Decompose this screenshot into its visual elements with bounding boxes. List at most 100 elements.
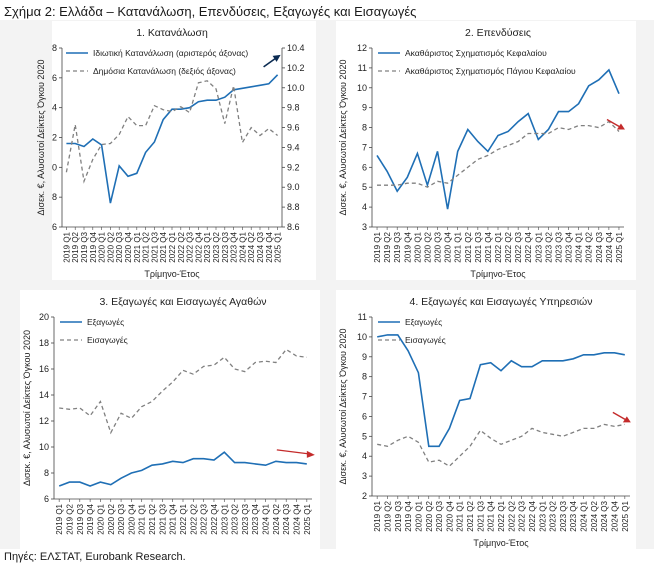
y-tick-label: 9 — [362, 103, 367, 113]
x-tick-label: 2023 Q2 — [549, 500, 558, 531]
y2-tick-label: 10.0 — [287, 83, 305, 93]
y-tick-label: 10 — [357, 83, 367, 93]
x-tick-label: 2023 Q1 — [538, 500, 547, 531]
y-tick-label: 30 — [52, 162, 57, 172]
x-tick-label: 2020 Q3 — [434, 231, 443, 262]
y-tick-label: 6 — [362, 162, 367, 172]
x-tick-label: 2022 Q2 — [507, 500, 516, 531]
x-tick-label: 2020 Q4 — [127, 503, 136, 534]
x-tick-label: 2024 Q1 — [580, 500, 589, 531]
x-tick-label: 2023 Q2 — [212, 231, 221, 262]
x-tick-label: 2023 Q3 — [241, 503, 250, 534]
x-axis-title: Τρίμηνο-Έτος — [473, 538, 529, 548]
x-tick-label: 2023 Q3 — [221, 231, 230, 262]
series-line-1 — [377, 120, 620, 188]
x-tick-label: 2024 Q2 — [272, 503, 281, 534]
x-tick-label: 2020 Q1 — [413, 231, 422, 262]
y-axis-title: Δισεκ. €, Αλυσωτοί Δείκτες Όγκου 2020 — [22, 330, 32, 486]
x-tick-label: 2020 Q3 — [115, 231, 124, 262]
x-tick-label: 2022 Q1 — [179, 503, 188, 534]
y-tick-label: 6 — [362, 411, 367, 421]
x-tick-label: 2022 Q1 — [497, 500, 506, 531]
y-tick-label: 38 — [52, 43, 57, 53]
chart-consumption-ylabel-holder: Δισεκ. €, Αλυσωτοί Δείκτες Όγκου 2020 — [36, 60, 46, 216]
legend-label-0: Εξαγωγές — [405, 317, 442, 327]
x-tick-label: 2020 Q4 — [444, 231, 453, 262]
x-tick-label: 2023 Q4 — [565, 231, 574, 262]
series-line-0 — [66, 74, 279, 204]
x-tick-label: 2019 Q3 — [393, 231, 402, 262]
y-tick-label: 32 — [52, 133, 57, 143]
x-tick-label: 2019 Q3 — [394, 500, 403, 531]
x-tick-label: 2022 Q1 — [494, 231, 503, 262]
legend-label-0: Ιδιωτική Κατανάλωση (αριστερός άξονας) — [93, 48, 248, 58]
x-tick-label: 2023 Q4 — [251, 503, 260, 534]
y-tick-label: 12 — [357, 43, 367, 53]
y-tick-label: 7 — [362, 392, 367, 402]
trend-arrowhead — [306, 450, 315, 458]
x-tick-label: 2023 Q2 — [544, 231, 553, 262]
x-axis-title: Τρίμηνο-Έτος — [144, 269, 200, 279]
x-tick-label: 2020 Q2 — [107, 503, 116, 534]
x-tick-label: 2024 Q3 — [600, 500, 609, 531]
y-tick-label: 26 — [52, 222, 57, 232]
trend-arrowhead — [616, 123, 625, 130]
y-tick-label: 36 — [52, 73, 57, 83]
y2-tick-label: 8.8 — [287, 202, 300, 212]
x-tick-label: 2020 Q1 — [414, 500, 423, 531]
legend-label-1: Ακαθάριστος Σχηματισμός Πάγιου Κεφαλαίου — [405, 66, 576, 76]
x-tick-label: 2020 Q1 — [96, 503, 105, 534]
x-tick-label: 2019 Q3 — [76, 503, 85, 534]
y-tick-label: 5 — [362, 431, 367, 441]
trend-arrowhead — [272, 54, 281, 62]
chart-services-trade: 4. Εξαγωγές και Εισαγωγές Υπηρεσιών 2 3 4 5 6… — [336, 290, 636, 549]
y2-tick-label: 8.6 — [287, 222, 300, 232]
x-tick-label: 2025 Q1 — [274, 231, 283, 262]
x-tick-label: 2021 Q4 — [484, 231, 493, 262]
x-tick-label: 2023 Q1 — [220, 503, 229, 534]
y-axis-title: Δισεκ. €, Αλυσωτοί Δείκτες Όγκου 2020 — [338, 60, 348, 216]
x-tick-label: 2019 Q2 — [383, 231, 392, 262]
x-tick-label: 2021 Q1 — [133, 231, 142, 262]
y-tick-label: 6 — [44, 494, 49, 504]
y2-tick-label: 9.6 — [287, 123, 300, 133]
x-tick-label: 2023 Q3 — [559, 500, 568, 531]
x-tick-label: 2019 Q1 — [373, 500, 382, 531]
chart-title: 3. Εξαγωγές και Εισαγωγές Αγαθών — [99, 296, 266, 308]
x-tick-label: 2024 Q4 — [265, 231, 274, 262]
x-tick-label: 2024 Q1 — [262, 503, 271, 534]
trend-arrow — [612, 411, 628, 422]
x-tick-label: 2020 Q3 — [117, 503, 126, 534]
trend-arrowhead — [622, 416, 631, 423]
y-tick-label: 28 — [52, 192, 57, 202]
x-tick-label: 2019 Q4 — [403, 231, 412, 262]
y-tick-label: 11 — [358, 312, 367, 322]
y-tick-label: 14 — [39, 390, 49, 400]
x-tick-label: 2020 Q4 — [124, 231, 133, 262]
x-tick-label: 2021 Q1 — [138, 503, 147, 534]
x-tick-label: 2020 Q1 — [98, 231, 107, 262]
x-tick-label: 2021 Q1 — [456, 500, 465, 531]
y2-tick-label: 10.4 — [287, 43, 305, 53]
x-tick-label: 2024 Q2 — [247, 231, 256, 262]
x-tick-label: 2021 Q2 — [464, 231, 473, 262]
x-tick-label: 2021 Q4 — [487, 500, 496, 531]
y-tick-label: 18 — [39, 338, 49, 348]
y-tick-label: 7 — [362, 142, 367, 152]
legend-label-1: Εισαγωγές — [87, 335, 128, 345]
y-axis-title: Δισεκ. €, Αλυσωτοί Δείκτες Όγκου 2020 — [338, 329, 348, 485]
x-tick-label: 2024 Q3 — [282, 503, 291, 534]
x-tick-label: 2021 Q3 — [158, 503, 167, 534]
x-tick-label: 2019 Q4 — [404, 500, 413, 531]
x-tick-label: 2019 Q1 — [62, 231, 71, 262]
x-tick-label: 2022 Q4 — [528, 500, 537, 531]
series-line-1 — [59, 348, 307, 435]
x-tick-label: 2023 Q2 — [231, 503, 240, 534]
y-tick-label: 4 — [362, 451, 367, 461]
x-tick-label: 2021 Q4 — [159, 231, 168, 262]
legend-label-1: Εισαγωγές — [405, 335, 446, 345]
legend-label-0: Ακαθάριστος Σχηματισμός Κεφαλαίου — [405, 48, 547, 58]
source-note: Πηγές: ΕΛΣΤΑΤ, Eurobank Research. — [4, 551, 186, 563]
y-tick-label: 10 — [39, 442, 49, 452]
x-tick-label: 2020 Q4 — [445, 500, 454, 531]
